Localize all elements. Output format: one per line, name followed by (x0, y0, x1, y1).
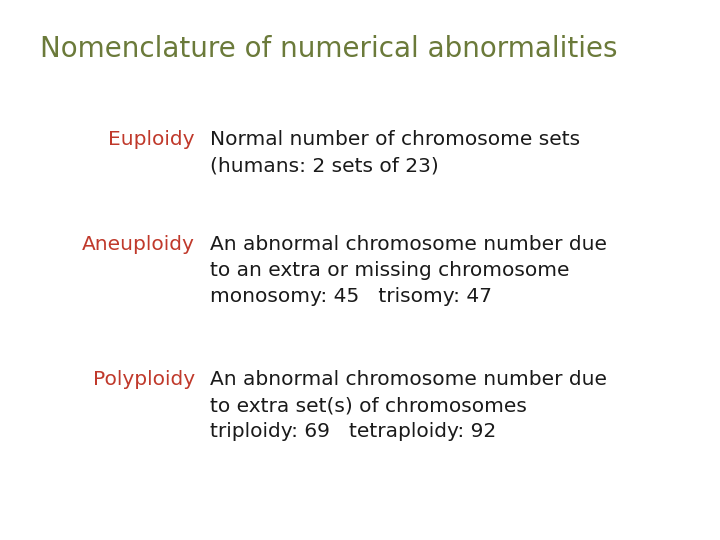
Text: to extra set(s) of chromosomes: to extra set(s) of chromosomes (210, 396, 527, 415)
Text: to an extra or missing chromosome: to an extra or missing chromosome (210, 261, 570, 280)
Text: An abnormal chromosome number due: An abnormal chromosome number due (210, 235, 607, 254)
Text: Polyploidy: Polyploidy (93, 370, 195, 389)
Text: (humans: 2 sets of 23): (humans: 2 sets of 23) (210, 156, 438, 175)
Text: triploidy: 69   tetraploidy: 92: triploidy: 69 tetraploidy: 92 (210, 422, 496, 441)
Text: Euploidy: Euploidy (109, 130, 195, 149)
Text: Aneuploidy: Aneuploidy (82, 235, 195, 254)
Text: An abnormal chromosome number due: An abnormal chromosome number due (210, 370, 607, 389)
Text: Nomenclature of numerical abnormalities: Nomenclature of numerical abnormalities (40, 35, 618, 63)
Text: Normal number of chromosome sets: Normal number of chromosome sets (210, 130, 580, 149)
Text: monosomy: 45   trisomy: 47: monosomy: 45 trisomy: 47 (210, 287, 492, 306)
